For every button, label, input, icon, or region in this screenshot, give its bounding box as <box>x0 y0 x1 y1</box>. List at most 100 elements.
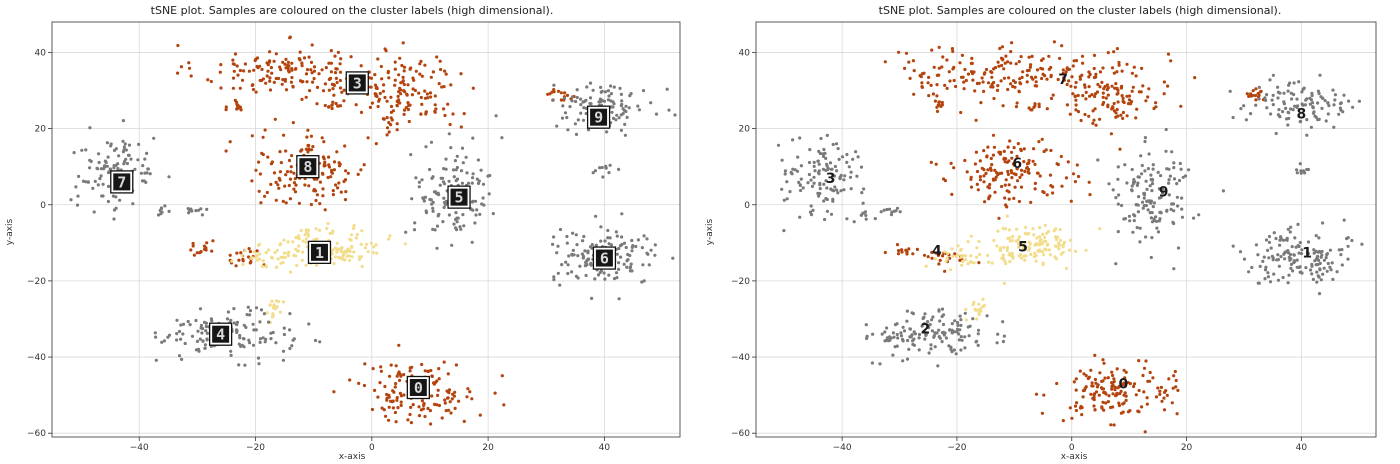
scatter-point <box>821 167 825 171</box>
scatter-point <box>1120 94 1124 98</box>
scatter-point <box>430 374 434 378</box>
scatter-point <box>199 207 203 211</box>
scatter-point <box>1300 102 1304 106</box>
scatter-point <box>574 132 579 136</box>
scatter-point <box>825 164 829 168</box>
scatter-point <box>1074 377 1078 381</box>
scatter-point <box>1043 74 1047 78</box>
scatter-point <box>1125 181 1129 185</box>
scatter-point <box>888 207 892 211</box>
scatter-point <box>308 89 312 93</box>
scatter-point <box>1117 60 1121 65</box>
scatter-point <box>1319 95 1323 99</box>
scatter-point <box>963 67 967 72</box>
scatter-point <box>1170 150 1174 154</box>
scatter-point <box>1276 85 1280 89</box>
scatter-point <box>1150 189 1154 193</box>
scatter-point <box>1305 97 1309 101</box>
scatter-point <box>1116 100 1120 104</box>
scatter-point <box>409 405 413 409</box>
scatter-point <box>1110 387 1114 391</box>
scatter-point <box>902 329 907 333</box>
scatter-point <box>1137 359 1141 363</box>
scatter-point <box>318 180 322 184</box>
scatter-point <box>1318 261 1322 265</box>
scatter-point <box>1156 170 1160 174</box>
scatter-point <box>879 210 883 214</box>
scatter-point <box>617 297 621 301</box>
scatter-point <box>255 255 259 259</box>
scatter-point <box>1130 167 1134 172</box>
scatter-point <box>428 91 433 95</box>
y-tick-label: 20 <box>35 125 47 135</box>
scatter-point <box>1284 250 1288 254</box>
scatter-point <box>359 110 364 114</box>
scatter-point <box>895 206 900 210</box>
scatter-point <box>1034 80 1038 84</box>
scatter-point <box>619 255 623 259</box>
scatter-point <box>154 335 158 339</box>
scatter-point <box>1331 88 1335 92</box>
scatter-point <box>1027 171 1031 175</box>
scatter-point <box>231 76 236 80</box>
scatter-point <box>385 116 389 120</box>
scatter-point <box>552 83 556 87</box>
scatter-point <box>334 101 338 106</box>
scatter-point <box>443 182 447 186</box>
scatter-point <box>954 352 958 356</box>
scatter-point <box>797 180 801 184</box>
scatter-point <box>897 249 901 253</box>
scatter-point <box>1103 390 1107 395</box>
scatter-point <box>237 258 241 262</box>
scatter-point <box>196 347 201 351</box>
scatter-point <box>1156 386 1160 390</box>
scatter-point <box>1017 60 1021 64</box>
scatter-point <box>331 248 335 252</box>
scatter-point <box>290 75 294 80</box>
scatter-point <box>1141 373 1145 378</box>
scatter-point <box>348 249 352 253</box>
scatter-point <box>387 395 391 399</box>
scatter-point <box>1172 221 1176 226</box>
scatter-point <box>444 409 448 413</box>
scatter-point <box>145 151 149 155</box>
scatter-point <box>1034 259 1038 263</box>
y-tick-label: −60 <box>27 429 46 439</box>
scatter-point <box>1160 191 1165 195</box>
scatter-point <box>1318 267 1322 271</box>
scatter-point <box>817 194 821 198</box>
scatter-point <box>1009 82 1013 86</box>
scatter-point <box>188 323 192 327</box>
scatter-point <box>798 136 802 140</box>
scatter-point <box>1087 180 1091 184</box>
scatter-point <box>1092 404 1096 408</box>
scatter-point <box>1276 90 1280 94</box>
scatter-point <box>298 50 302 54</box>
scatter-point <box>1101 400 1105 404</box>
scatter-point <box>809 178 813 182</box>
scatter-point <box>920 85 924 89</box>
scatter-point <box>265 74 269 78</box>
scatter-point <box>1285 236 1289 240</box>
digit-thumbnail-label: 5 <box>455 189 464 207</box>
scatter-point <box>1303 103 1307 107</box>
scatter-point <box>1135 107 1139 111</box>
scatter-point <box>624 104 628 108</box>
scatter-point <box>608 236 612 240</box>
scatter-point <box>1096 383 1100 387</box>
scatter-point <box>610 110 614 114</box>
scatter-point <box>629 262 633 266</box>
scatter-point <box>451 112 455 116</box>
scatter-point <box>276 300 281 304</box>
scatter-point <box>1012 163 1016 167</box>
scatter-point <box>315 85 320 89</box>
scatter-point <box>999 79 1003 83</box>
scatter-point <box>880 332 884 336</box>
scatter-point <box>293 67 298 71</box>
scatter-point <box>1123 163 1127 167</box>
scatter-point <box>101 194 105 198</box>
scatter-point <box>1132 382 1137 386</box>
scatter-point <box>1309 125 1313 129</box>
scatter-point <box>1292 259 1296 263</box>
